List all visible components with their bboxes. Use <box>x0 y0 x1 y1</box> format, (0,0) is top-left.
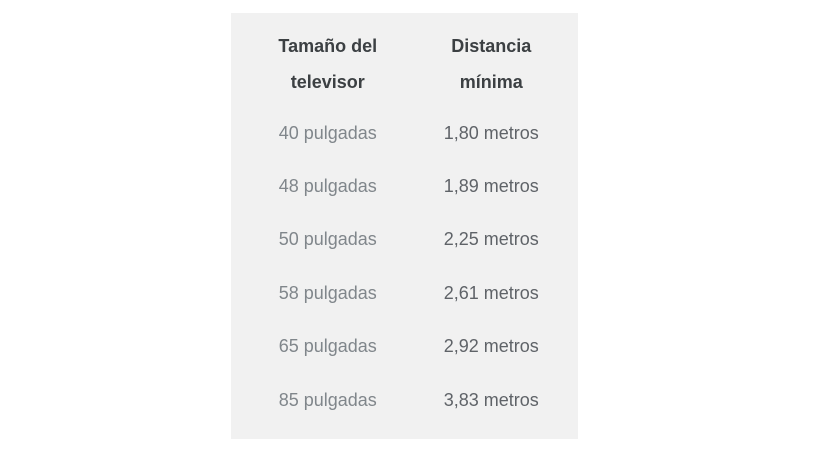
table-header-row: Tamaño del televisor Distancia mínima <box>231 13 578 100</box>
min-distance-cell: 2,61 metros <box>443 282 539 303</box>
min-distance-cell: 3,83 metros <box>443 389 539 410</box>
column-header-tv-size: Tamaño del televisor <box>231 28 405 100</box>
min-distance-cell: 2,25 metros <box>443 229 539 250</box>
table-row: 65 pulgadas 2,92 metros <box>231 320 578 373</box>
min-distance-cell: 1,89 metros <box>443 176 539 197</box>
table-row: 40 pulgadas 1,80 metros <box>231 106 578 159</box>
tv-distance-table-card: Tamaño del televisor Distancia mínima 40… <box>231 13 578 439</box>
tv-size-cell: 50 pulgadas <box>278 229 377 250</box>
min-distance-cell: 2,92 metros <box>443 336 539 357</box>
column-header-min-distance: Distancia mínima <box>405 28 579 100</box>
table-row: 85 pulgadas 3,83 metros <box>231 373 578 426</box>
tv-size-cell: 58 pulgadas <box>278 282 377 303</box>
column-header-tv-size-label: Tamaño del televisor <box>278 36 378 92</box>
tv-size-cell: 65 pulgadas <box>278 336 377 357</box>
tv-size-cell: 85 pulgadas <box>278 389 377 410</box>
column-header-min-distance-label: Distancia mínima <box>451 36 532 92</box>
tv-size-cell: 48 pulgadas <box>278 176 377 197</box>
table-row: 48 pulgadas 1,89 metros <box>231 159 578 212</box>
table-body: 40 pulgadas 1,80 metros 48 pulgadas 1,89… <box>231 106 578 426</box>
table-row: 58 pulgadas 2,61 metros <box>231 266 578 319</box>
tv-size-cell: 40 pulgadas <box>278 122 377 143</box>
table-row: 50 pulgadas 2,25 metros <box>231 213 578 266</box>
min-distance-cell: 1,80 metros <box>443 122 539 143</box>
